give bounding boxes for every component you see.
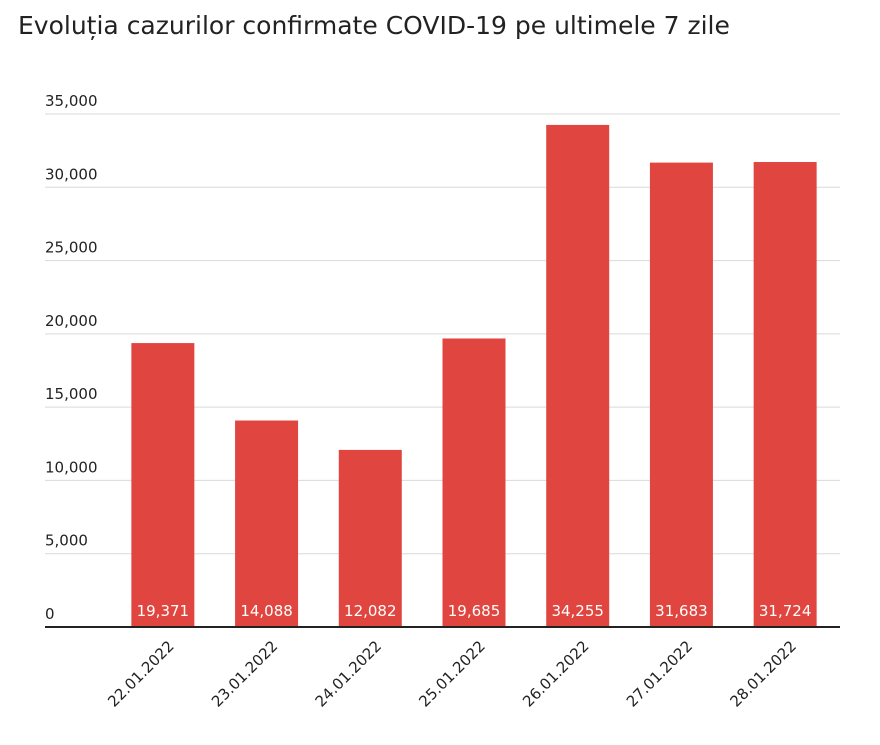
value-label: 34,255 bbox=[551, 602, 604, 620]
chart-title: Evoluția cazurilor confirmate COVID-19 p… bbox=[18, 11, 730, 40]
x-tick-label: 22.01.2022 bbox=[104, 637, 177, 710]
bar bbox=[649, 162, 713, 627]
y-tick-label: 0 bbox=[45, 605, 55, 623]
bar bbox=[338, 449, 402, 627]
x-tick-label: 27.01.2022 bbox=[623, 637, 696, 710]
y-tick-label: 25,000 bbox=[45, 239, 98, 257]
value-label: 31,683 bbox=[655, 602, 708, 620]
y-tick-label: 5,000 bbox=[45, 532, 88, 550]
value-label: 31,724 bbox=[759, 602, 812, 620]
bar bbox=[753, 162, 817, 628]
x-tick-label: 28.01.2022 bbox=[727, 637, 800, 710]
value-label: 14,088 bbox=[240, 602, 293, 620]
bar bbox=[442, 338, 506, 627]
bar bbox=[546, 124, 610, 628]
x-tick-label: 23.01.2022 bbox=[208, 637, 281, 710]
bar bbox=[131, 343, 195, 627]
value-label: 19,371 bbox=[137, 602, 190, 620]
y-tick-label: 20,000 bbox=[45, 312, 98, 330]
y-tick-label: 35,000 bbox=[45, 92, 98, 110]
y-tick-label: 30,000 bbox=[45, 165, 98, 183]
value-label: 19,685 bbox=[448, 602, 501, 620]
x-tick-label: 25.01.2022 bbox=[415, 637, 488, 710]
y-tick-label: 15,000 bbox=[45, 385, 98, 403]
x-tick-label: 26.01.2022 bbox=[519, 637, 592, 710]
x-tick-label: 24.01.2022 bbox=[312, 637, 385, 710]
bar bbox=[235, 420, 299, 627]
y-tick-label: 10,000 bbox=[45, 458, 98, 476]
value-label: 12,082 bbox=[344, 602, 397, 620]
